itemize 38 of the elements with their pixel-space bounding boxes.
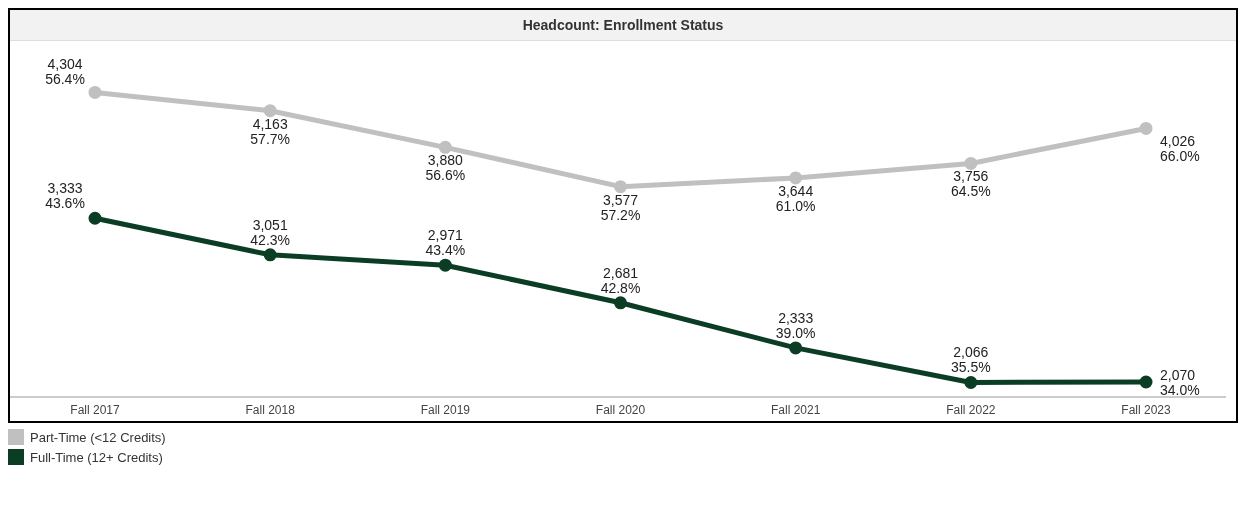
legend-label: Full-Time (12+ Credits): [30, 449, 163, 465]
point: [789, 171, 803, 185]
x-tick-label: Fall 2023: [1121, 402, 1171, 417]
point: [614, 296, 627, 310]
x-tick-label: Fall 2021: [770, 402, 821, 417]
x-tick-label: Fall 2020: [595, 402, 646, 417]
x-tick-label: Fall 2019: [420, 402, 471, 417]
data-label: 3,644 61.0%: [775, 182, 816, 214]
chart-title: Headcount: Enrollment Status: [10, 10, 1236, 41]
data-label: 4,026 66.0%: [1160, 133, 1200, 165]
point: [88, 211, 102, 225]
data-label: 2,971 43.4%: [425, 227, 466, 259]
x-tick-label: Fall 2022: [946, 402, 996, 417]
data-label: 2,333 39.0%: [775, 309, 816, 341]
point: [438, 140, 452, 154]
point: [438, 258, 452, 272]
data-label: 3,756 64.5%: [950, 168, 991, 200]
point: [964, 156, 978, 170]
point: [1139, 121, 1153, 135]
point: [789, 341, 803, 355]
point: [263, 104, 277, 118]
data-label: 3,880 56.6%: [425, 152, 466, 184]
data-label: 4,304 56.4%: [45, 56, 85, 88]
data-label: 2,681 42.8%: [600, 264, 641, 296]
data-label: 2,070 34.0%: [1160, 366, 1200, 398]
x-tick-label: Fall 2018: [245, 402, 296, 417]
point: [1139, 375, 1153, 389]
point: [88, 85, 102, 99]
data-label: 2,066 35.5%: [950, 344, 991, 376]
x-tick-label: Fall 2017: [70, 402, 120, 417]
point: [964, 376, 978, 389]
data-label: 3,577 57.2%: [600, 191, 641, 223]
point: [614, 180, 627, 194]
data-label: 4,163 57.7%: [250, 115, 291, 147]
data-label: 3,333 43.6%: [45, 180, 85, 212]
legend-label: Part-Time (<12 Credits): [30, 429, 166, 445]
point: [263, 248, 277, 262]
data-label: 3,051 42.3%: [250, 216, 291, 248]
